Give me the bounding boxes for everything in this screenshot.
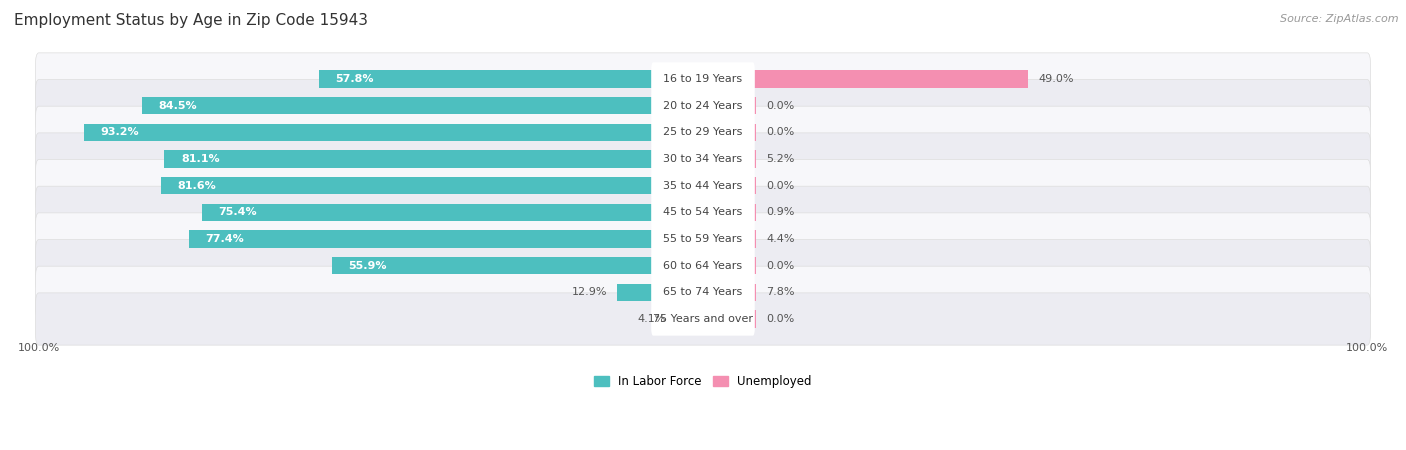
FancyBboxPatch shape <box>651 222 755 256</box>
Text: 30 to 34 Years: 30 to 34 Years <box>664 154 742 164</box>
Text: 55.9%: 55.9% <box>349 261 387 270</box>
Bar <box>84 124 703 141</box>
Text: 5.2%: 5.2% <box>766 154 794 164</box>
Text: 7.8%: 7.8% <box>766 288 794 297</box>
FancyBboxPatch shape <box>651 89 755 122</box>
Bar <box>703 97 756 114</box>
Text: 4.4%: 4.4% <box>766 234 794 244</box>
Text: 0.0%: 0.0% <box>766 314 794 324</box>
Text: 84.5%: 84.5% <box>159 101 197 111</box>
Text: 65 to 74 Years: 65 to 74 Years <box>664 288 742 297</box>
Text: Employment Status by Age in Zip Code 15943: Employment Status by Age in Zip Code 159… <box>14 14 368 28</box>
Bar <box>703 204 756 221</box>
Text: 75.4%: 75.4% <box>219 207 257 217</box>
FancyBboxPatch shape <box>35 239 1371 292</box>
Text: 0.0%: 0.0% <box>766 101 794 111</box>
Bar <box>703 257 756 274</box>
Bar <box>703 150 756 168</box>
FancyBboxPatch shape <box>35 186 1371 238</box>
Bar <box>703 177 756 194</box>
FancyBboxPatch shape <box>35 106 1371 158</box>
FancyBboxPatch shape <box>651 276 755 309</box>
Bar <box>703 124 756 141</box>
FancyBboxPatch shape <box>35 266 1371 319</box>
Text: 93.2%: 93.2% <box>100 127 139 137</box>
FancyBboxPatch shape <box>651 169 755 202</box>
FancyBboxPatch shape <box>651 249 755 282</box>
Text: 81.6%: 81.6% <box>177 180 217 191</box>
Text: 77.4%: 77.4% <box>205 234 245 244</box>
Text: 20 to 24 Years: 20 to 24 Years <box>664 101 742 111</box>
Text: 49.0%: 49.0% <box>1039 74 1074 84</box>
Bar <box>703 310 756 328</box>
Bar <box>703 230 756 248</box>
Text: 25 to 29 Years: 25 to 29 Years <box>664 127 742 137</box>
Text: 45 to 54 Years: 45 to 54 Years <box>664 207 742 217</box>
FancyBboxPatch shape <box>651 302 755 336</box>
Bar <box>165 150 703 168</box>
Text: 16 to 19 Years: 16 to 19 Years <box>664 74 742 84</box>
Text: 35 to 44 Years: 35 to 44 Years <box>664 180 742 191</box>
Legend: In Labor Force, Unemployed: In Labor Force, Unemployed <box>589 370 817 393</box>
Text: 0.0%: 0.0% <box>766 261 794 270</box>
Bar <box>160 177 703 194</box>
FancyBboxPatch shape <box>651 116 755 149</box>
FancyBboxPatch shape <box>35 213 1371 265</box>
FancyBboxPatch shape <box>35 133 1371 185</box>
Text: 0.9%: 0.9% <box>766 207 794 217</box>
Bar <box>188 230 703 248</box>
FancyBboxPatch shape <box>651 142 755 176</box>
FancyBboxPatch shape <box>651 196 755 229</box>
Bar <box>202 204 703 221</box>
FancyBboxPatch shape <box>651 63 755 96</box>
Text: 55 to 59 Years: 55 to 59 Years <box>664 234 742 244</box>
Text: 57.8%: 57.8% <box>336 74 374 84</box>
Bar <box>142 97 703 114</box>
FancyBboxPatch shape <box>35 53 1371 105</box>
Text: 4.1%: 4.1% <box>637 314 666 324</box>
Bar <box>617 284 703 301</box>
FancyBboxPatch shape <box>35 293 1371 345</box>
FancyBboxPatch shape <box>35 80 1371 132</box>
Text: 75 Years and over: 75 Years and over <box>652 314 754 324</box>
Text: Source: ZipAtlas.com: Source: ZipAtlas.com <box>1281 14 1399 23</box>
Text: 60 to 64 Years: 60 to 64 Years <box>664 261 742 270</box>
Bar <box>676 310 703 328</box>
Text: 0.0%: 0.0% <box>766 180 794 191</box>
Bar <box>319 70 703 88</box>
Bar <box>703 284 756 301</box>
Text: 0.0%: 0.0% <box>766 127 794 137</box>
Bar <box>332 257 703 274</box>
Text: 12.9%: 12.9% <box>572 288 607 297</box>
Bar <box>703 70 1029 88</box>
Text: 81.1%: 81.1% <box>181 154 219 164</box>
FancyBboxPatch shape <box>35 160 1371 212</box>
